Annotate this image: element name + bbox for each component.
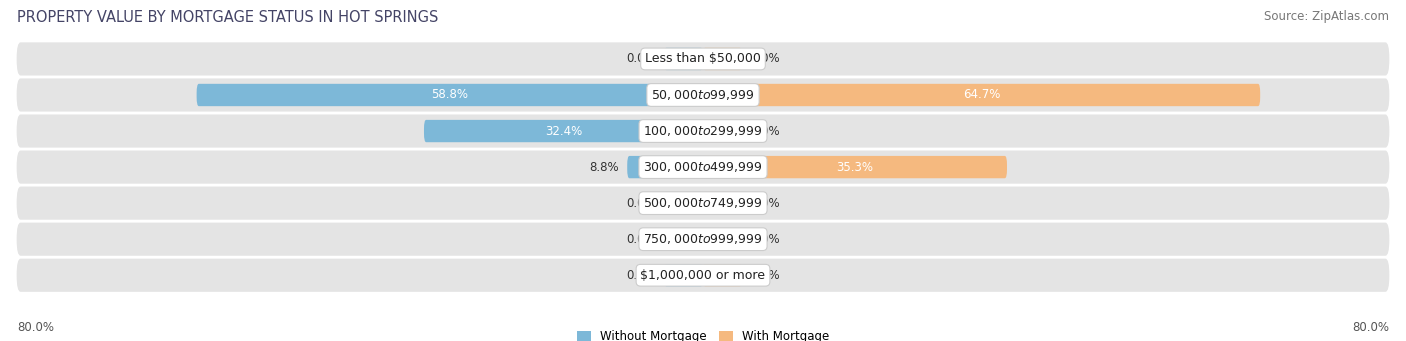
Text: 0.0%: 0.0% [751,269,780,282]
Text: 0.0%: 0.0% [751,233,780,246]
FancyBboxPatch shape [17,42,1389,75]
Text: $500,000 to $749,999: $500,000 to $749,999 [644,196,762,210]
FancyBboxPatch shape [664,228,703,250]
Text: 58.8%: 58.8% [432,89,468,102]
Text: Less than $50,000: Less than $50,000 [645,53,761,65]
FancyBboxPatch shape [17,259,1389,292]
Text: 0.0%: 0.0% [626,233,655,246]
Text: $100,000 to $299,999: $100,000 to $299,999 [644,124,762,138]
Text: $1,000,000 or more: $1,000,000 or more [641,269,765,282]
Text: $50,000 to $99,999: $50,000 to $99,999 [651,88,755,102]
FancyBboxPatch shape [703,120,742,142]
FancyBboxPatch shape [703,228,742,250]
Text: 80.0%: 80.0% [1353,321,1389,334]
Text: 0.0%: 0.0% [751,53,780,65]
FancyBboxPatch shape [664,264,703,286]
Text: 80.0%: 80.0% [17,321,53,334]
Text: 32.4%: 32.4% [546,124,582,137]
FancyBboxPatch shape [425,120,703,142]
FancyBboxPatch shape [17,187,1389,220]
FancyBboxPatch shape [703,156,1007,178]
Text: 35.3%: 35.3% [837,161,873,174]
FancyBboxPatch shape [197,84,703,106]
FancyBboxPatch shape [703,264,742,286]
Text: $750,000 to $999,999: $750,000 to $999,999 [644,232,762,246]
FancyBboxPatch shape [627,156,703,178]
FancyBboxPatch shape [664,48,703,70]
Text: 0.0%: 0.0% [626,197,655,210]
Text: 0.0%: 0.0% [626,269,655,282]
FancyBboxPatch shape [703,84,1260,106]
Legend: Without Mortgage, With Mortgage: Without Mortgage, With Mortgage [576,330,830,341]
Text: $300,000 to $499,999: $300,000 to $499,999 [644,160,762,174]
Text: PROPERTY VALUE BY MORTGAGE STATUS IN HOT SPRINGS: PROPERTY VALUE BY MORTGAGE STATUS IN HOT… [17,10,439,25]
Text: 0.0%: 0.0% [751,197,780,210]
Text: 0.0%: 0.0% [626,53,655,65]
Text: 0.0%: 0.0% [751,124,780,137]
FancyBboxPatch shape [17,78,1389,112]
FancyBboxPatch shape [703,48,742,70]
Text: 64.7%: 64.7% [963,89,1000,102]
Text: Source: ZipAtlas.com: Source: ZipAtlas.com [1264,10,1389,23]
Text: 8.8%: 8.8% [589,161,619,174]
FancyBboxPatch shape [17,150,1389,184]
FancyBboxPatch shape [664,192,703,214]
FancyBboxPatch shape [703,192,742,214]
FancyBboxPatch shape [17,115,1389,148]
FancyBboxPatch shape [17,223,1389,256]
